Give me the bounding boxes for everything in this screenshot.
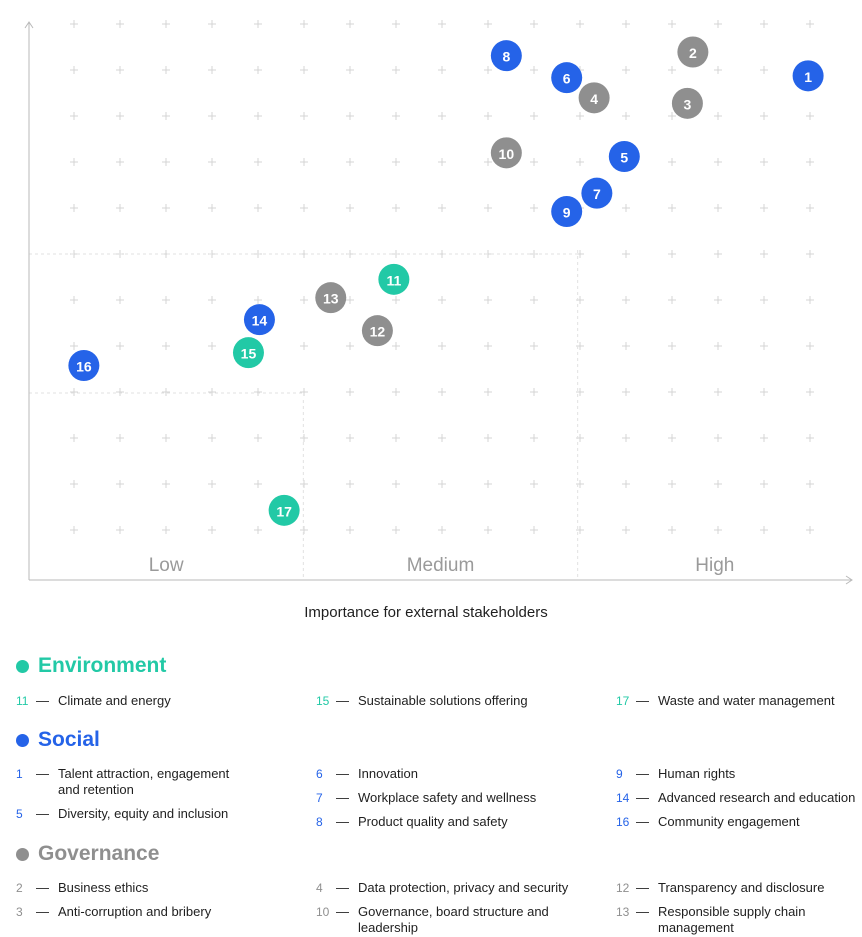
data-point-label: 9 xyxy=(563,205,571,221)
data-point-label: 16 xyxy=(76,359,92,375)
data-point-label: 17 xyxy=(276,503,292,519)
legend-title-social: Social xyxy=(14,728,100,752)
legend-title-environment: Environment xyxy=(14,654,166,678)
x-axis-title: Importance for external stakeholders xyxy=(304,604,548,621)
data-point-label: 4 xyxy=(590,91,598,107)
data-point-14 xyxy=(243,304,275,336)
legend-title-text: Social xyxy=(38,728,100,751)
data-point-8 xyxy=(490,40,522,72)
data-point-12 xyxy=(361,315,393,347)
data-point-10 xyxy=(490,137,522,169)
data-point-3 xyxy=(671,87,703,119)
data-point-label: 8 xyxy=(502,49,510,65)
data-point-5 xyxy=(608,141,640,172)
x-band-label: Medium xyxy=(407,555,475,576)
data-point-label: 7 xyxy=(593,186,601,202)
data-point-15 xyxy=(232,337,264,369)
legend-title-governance: Governance xyxy=(14,842,159,866)
data-point-11 xyxy=(378,263,410,295)
data-point-13 xyxy=(315,282,347,314)
governance-dot-icon xyxy=(16,847,29,861)
data-point-label: 13 xyxy=(323,291,339,307)
legend-title-text: Governance xyxy=(38,842,160,865)
environment-dot-icon xyxy=(16,659,29,673)
data-point-6 xyxy=(551,62,583,94)
data-point-1 xyxy=(792,60,824,92)
x-band-label: High xyxy=(695,555,734,576)
data-point-17 xyxy=(268,494,300,526)
data-point-label: 15 xyxy=(241,346,257,362)
data-point-label: 2 xyxy=(689,45,697,61)
data-point-label: 1 xyxy=(804,69,812,85)
legend-title-text: Environment xyxy=(38,654,167,677)
data-point-label: 14 xyxy=(252,313,268,329)
data-point-label: 5 xyxy=(620,150,628,166)
data-point-label: 6 xyxy=(563,71,571,87)
x-axis-arrow-icon xyxy=(845,575,853,585)
x-band-label: Low xyxy=(149,555,184,576)
data-point-4 xyxy=(578,82,610,114)
data-point-label: 3 xyxy=(684,96,692,112)
data-point-label: 11 xyxy=(386,272,401,288)
social-dot-icon xyxy=(16,733,29,747)
data-point-2 xyxy=(677,36,709,68)
data-point-7 xyxy=(581,177,613,209)
data-point-16 xyxy=(68,350,100,381)
data-point-9 xyxy=(551,196,583,227)
data-point-label: 12 xyxy=(370,324,386,340)
data-point-label: 10 xyxy=(499,146,515,162)
y-axis-arrow-icon xyxy=(24,21,34,29)
